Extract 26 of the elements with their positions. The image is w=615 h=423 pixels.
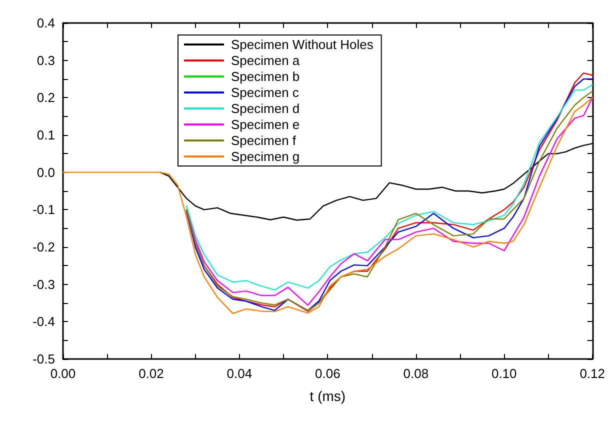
x-tick-label: 0.12 [580,366,606,381]
y-tick-label: -0.4 [32,314,55,330]
x-tick-label: 0.02 [138,366,164,381]
legend-label: Specimen d [231,101,300,116]
legend-label: Specimen c [231,85,300,100]
y-tick-label: 0.0 [36,164,55,180]
x-axis-title: t (ms) [310,388,346,404]
legend-label: Specimen Without Holes [231,37,374,52]
x-tick-label: 0.06 [315,366,340,381]
x-tick-label: 0.00 [50,366,76,381]
legend-label: Specimen e [231,117,300,132]
x-tick-label: 0.04 [226,366,252,381]
y-tick-label: -0.3 [32,276,55,292]
y-tick-label: 0.4 [36,16,55,30]
y-tick-label: -0.2 [32,240,55,254]
legend-label: Specimen f [231,133,296,148]
y-tick-label: 0.3 [36,52,55,68]
y-tick-label: -0.5 [32,352,55,366]
x-tick-label: 0.10 [491,366,517,381]
legend-label: Specimen b [231,69,300,84]
legend-label: Specimen a [231,53,300,68]
y-tick-label: -0.1 [32,202,55,218]
x-tick-label: 0.08 [403,366,429,381]
legend-label: Specimen g [231,149,300,164]
y-tick-label: 0.2 [36,90,55,106]
y-tick-label: 0.1 [36,128,55,142]
